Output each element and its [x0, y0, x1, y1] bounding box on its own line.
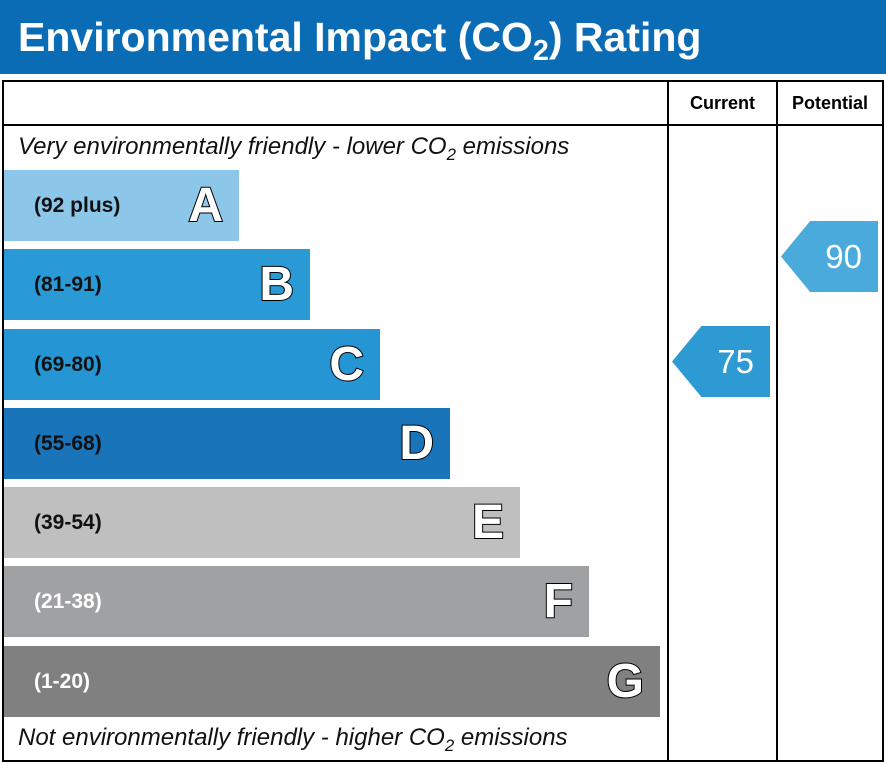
band-a: (92 plus) A: [4, 170, 239, 241]
band-range: (81-91): [34, 273, 102, 296]
band-range: (92 plus): [34, 194, 121, 217]
band-g: (1-20) G: [4, 646, 660, 717]
potential-header: Potential: [791, 93, 868, 113]
rating-table: [2, 80, 884, 762]
band-range: (1-20): [34, 670, 91, 693]
band-letter: F: [543, 574, 574, 629]
band-range: (21-38): [34, 590, 102, 613]
band-c: (69-80) C: [4, 329, 380, 400]
page-title: Environmental Impact (CO2) Rating: [0, 0, 886, 74]
divider: [776, 80, 778, 762]
band-e: (39-54) E: [4, 487, 520, 558]
band-letter: C: [328, 337, 365, 392]
band-f: (21-38) F: [4, 566, 589, 637]
bottom-note: Not environmentally friendly - higher CO…: [18, 724, 568, 755]
top-note: Very environmentally friendly - lower CO…: [18, 133, 570, 164]
divider: [2, 124, 884, 126]
current-header: Current: [689, 93, 755, 113]
band-letter: G: [606, 654, 645, 709]
band-letter: B: [258, 257, 295, 312]
divider: [667, 80, 669, 762]
band-b: (81-91) B: [4, 249, 310, 320]
band-range: (39-54): [34, 511, 102, 534]
band-d: (55-68) D: [4, 408, 450, 479]
band-range: (69-80): [34, 353, 102, 376]
band-letter: E: [471, 495, 505, 550]
band-range: (55-68): [34, 432, 102, 455]
potential-rating-arrow: 90: [781, 221, 878, 292]
band-letter: D: [398, 416, 435, 471]
band-letter: A: [187, 178, 224, 233]
